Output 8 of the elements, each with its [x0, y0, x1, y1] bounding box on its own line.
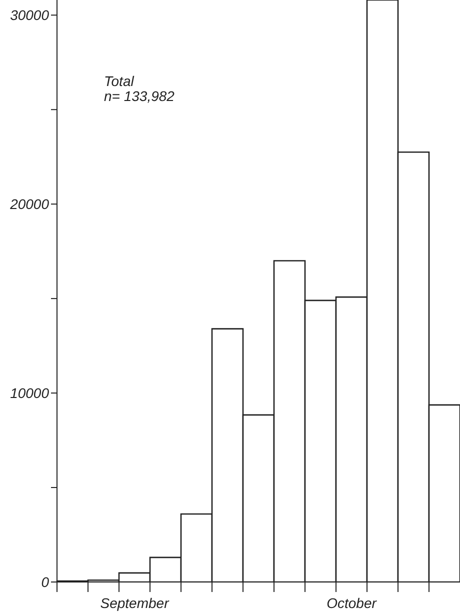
y-tick-label: 0: [41, 574, 50, 590]
annotation: Total: [104, 73, 136, 89]
x-tick-label: October: [326, 595, 378, 611]
y-tick-label: 10000: [10, 385, 50, 402]
x-tick-label: September: [100, 595, 170, 611]
annotation: n= 133,982: [104, 88, 174, 104]
y-tick-label: 20000: [9, 196, 50, 212]
y-tick-label: 30000: [10, 7, 50, 24]
